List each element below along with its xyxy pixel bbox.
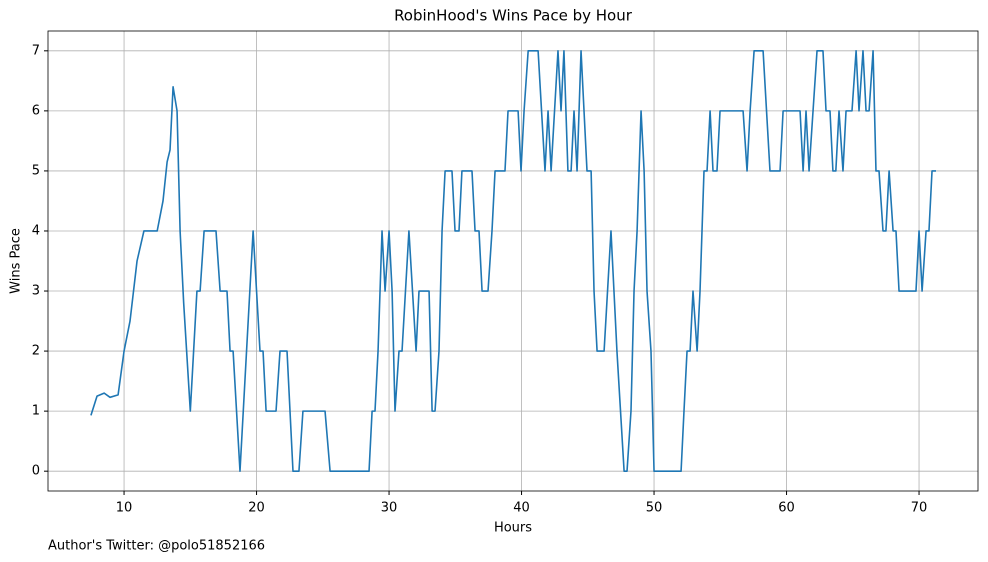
x-tick-label: 60	[778, 501, 795, 516]
y-axis-label: Wins Pace	[9, 228, 24, 294]
y-tick-label: 3	[32, 284, 40, 299]
x-tick-label: 10	[116, 501, 133, 516]
chart-title: RobinHood's Wins Pace by Hour	[394, 7, 633, 25]
x-tick-label: 30	[381, 501, 398, 516]
x-tick-label: 20	[248, 501, 265, 516]
x-tick-label: 50	[646, 501, 663, 516]
x-tick-label: 70	[911, 501, 928, 516]
y-tick-label: 4	[32, 223, 40, 238]
y-tick-label: 1	[32, 404, 40, 419]
plot-frame	[47, 30, 979, 492]
x-axis-label: Hours	[494, 521, 532, 536]
x-tick-label: 40	[513, 501, 530, 516]
y-tick-label: 7	[32, 43, 40, 58]
annotation: Author's Twitter: @polo51852166	[48, 539, 265, 554]
y-tick-label: 0	[32, 464, 40, 479]
line	[90, 50, 936, 472]
y-tick-label: 2	[32, 344, 40, 359]
y-tick-label: 5	[32, 163, 40, 178]
y-tick-label: 6	[32, 103, 40, 118]
